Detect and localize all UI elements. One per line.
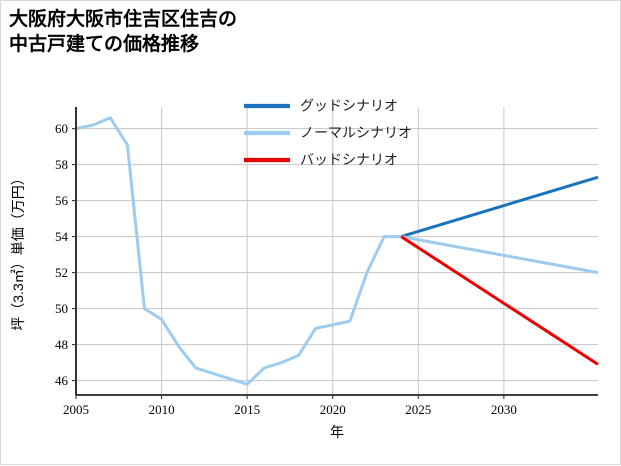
x-tick-label: 2010	[149, 402, 175, 417]
x-tick-label: 2020	[320, 402, 346, 417]
title-line-2: 中古戸建ての価格推移	[9, 34, 200, 56]
title-line-1: 大阪府大阪市住吉区住吉の	[9, 9, 238, 30]
x-tick-label: 2030	[491, 402, 517, 417]
x-axis-ticks: 2005 2010 2015 2020 2025 2030	[63, 395, 517, 417]
y-tick-label: 56	[55, 193, 69, 208]
series-line	[400, 235, 599, 366]
y-tick-label: 58	[55, 157, 68, 172]
y-axis-title: 坪（3.3㎡）単価（万円）	[10, 171, 26, 330]
series-lines	[75, 116, 599, 386]
legend-label: バッドシナリオ	[300, 152, 398, 168]
y-tick-label: 60	[55, 121, 68, 136]
y-tick-label: 54	[55, 229, 69, 244]
y-axis-ticks: 46 48 50 52 54 56 58 60	[55, 121, 76, 388]
y-tick-label: 52	[55, 265, 68, 280]
axis-lines	[75, 107, 598, 396]
series-line	[400, 175, 599, 239]
x-axis-title: 年	[330, 424, 344, 440]
y-tick-label: 50	[55, 301, 68, 316]
y-tick-label: 46	[55, 373, 69, 388]
series-line	[75, 116, 599, 386]
x-tick-label: 2015	[234, 402, 260, 417]
legend-label: ノーマルシナリオ	[300, 125, 412, 141]
y-tick-label: 48	[55, 337, 68, 352]
x-tick-label: 2005	[63, 402, 89, 417]
grid-lines	[75, 107, 598, 395]
page-title: 大阪府大阪市住吉区住吉の 中古戸建ての価格推移	[9, 7, 509, 57]
legend-label: グッドシナリオ	[300, 98, 398, 114]
x-tick-label: 2025	[405, 402, 431, 417]
